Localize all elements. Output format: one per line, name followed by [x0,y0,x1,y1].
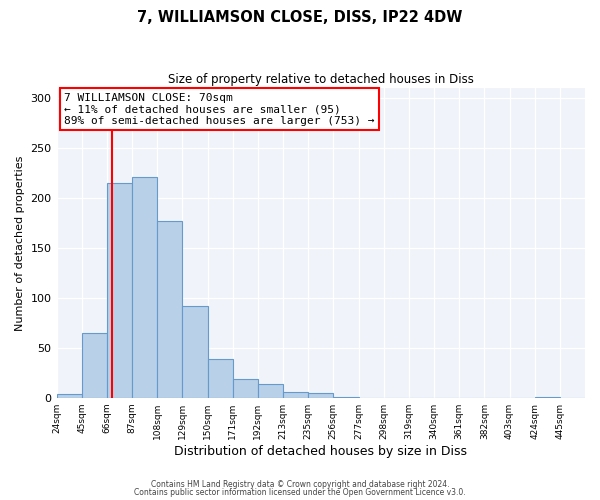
Bar [258,384,283,398]
Title: Size of property relative to detached houses in Diss: Size of property relative to detached ho… [168,72,474,86]
Bar [208,359,233,398]
Bar [157,221,182,398]
Bar [334,396,359,398]
Text: 7 WILLIAMSON CLOSE: 70sqm
← 11% of detached houses are smaller (95)
89% of semi-: 7 WILLIAMSON CLOSE: 70sqm ← 11% of detac… [64,92,375,126]
Bar [283,392,308,398]
Text: 7, WILLIAMSON CLOSE, DISS, IP22 4DW: 7, WILLIAMSON CLOSE, DISS, IP22 4DW [137,10,463,25]
Bar [233,378,258,398]
Y-axis label: Number of detached properties: Number of detached properties [15,155,25,330]
Text: Contains public sector information licensed under the Open Government Licence v3: Contains public sector information licen… [134,488,466,497]
X-axis label: Distribution of detached houses by size in Diss: Distribution of detached houses by size … [174,444,467,458]
Bar [308,392,334,398]
Bar [132,177,157,398]
Bar [56,394,82,398]
Bar [107,183,132,398]
Bar [182,306,208,398]
Bar [82,333,107,398]
Bar [535,396,560,398]
Text: Contains HM Land Registry data © Crown copyright and database right 2024.: Contains HM Land Registry data © Crown c… [151,480,449,489]
